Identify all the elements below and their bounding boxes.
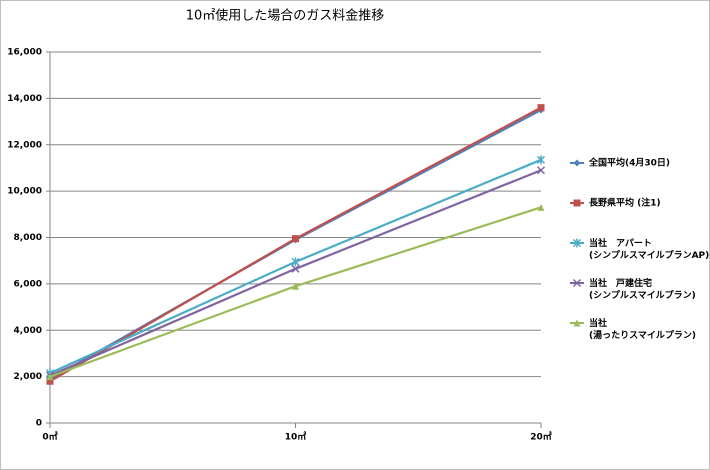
x-tick-label: 10㎡ [285, 431, 307, 443]
y-tick-label: 10,000 [7, 187, 42, 197]
y-tick-label: 8,000 [14, 233, 42, 243]
legend-label: 当社 戸建住宅(シンプルスマイルプラン) [589, 277, 696, 301]
chart-title: 10㎡使用した場合のガス料金推移 [186, 8, 385, 24]
y-tick-label: 14,000 [7, 94, 42, 104]
x-tick-label: 20㎡ [530, 431, 552, 443]
y-tick-label: 0 [36, 419, 42, 429]
marker [572, 238, 582, 248]
marker [536, 166, 546, 175]
y-tick-label: 2,000 [14, 372, 42, 382]
y-tick-label: 12,000 [7, 140, 42, 150]
legend-label: 当社 アパート(シンプルスマイルプランAP) [589, 237, 709, 261]
marker [292, 282, 299, 290]
marker [291, 257, 300, 267]
marker [46, 377, 54, 385]
marker [572, 278, 582, 288]
y-tick-label: 16,000 [7, 48, 42, 58]
marker [292, 235, 299, 243]
marker [291, 264, 300, 273]
x-tick-label: 0㎡ [42, 431, 57, 443]
marker [573, 199, 581, 207]
legend-label: 長野県平均 (注1) [589, 197, 661, 209]
marker [573, 159, 581, 167]
y-tick-label: 4,000 [14, 326, 42, 336]
marker [537, 203, 545, 211]
marker [536, 155, 546, 165]
marker [46, 373, 54, 381]
marker [573, 319, 581, 327]
legend-label: 当社(湯ったりスマイルプラン) [589, 317, 696, 341]
legend-label: 全国平均(4月30日) [588, 157, 670, 169]
y-tick-label: 6,000 [14, 279, 42, 289]
marker [537, 104, 545, 112]
